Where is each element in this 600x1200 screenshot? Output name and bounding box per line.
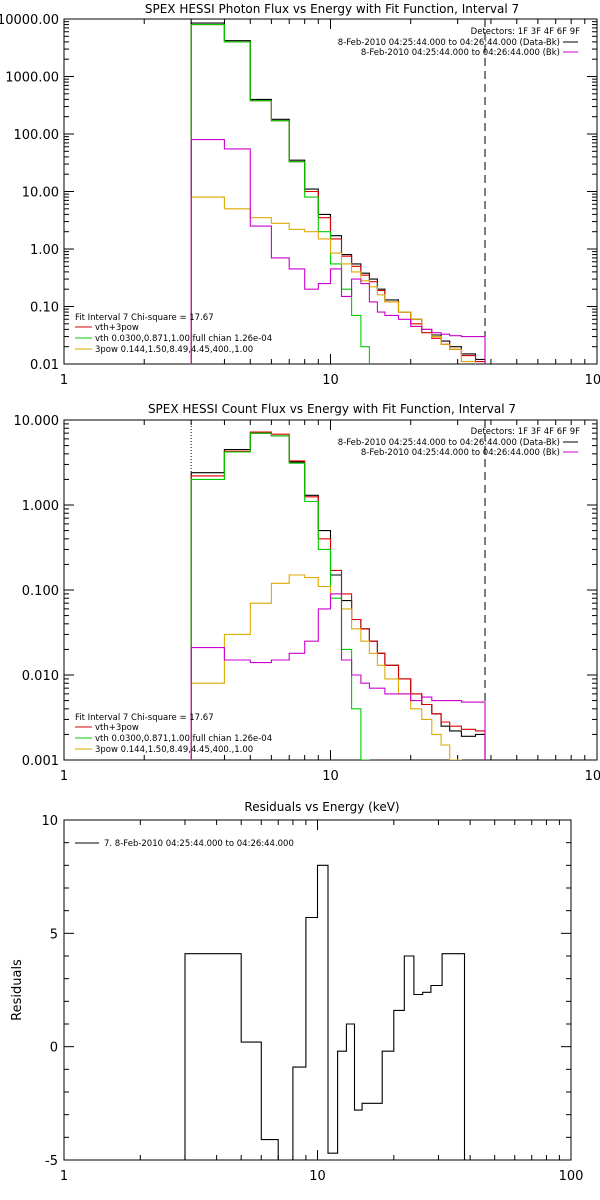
count-flux-panel: SPEX HESSI Count Flux vs Energy with Fit…: [14, 402, 600, 784]
count-flux-y-tick-label: 0.010: [22, 669, 59, 684]
count-flux-x-tick-label: 1: [60, 769, 68, 784]
count-flux-series-bk: [190, 593, 486, 760]
photon-flux-y-tick-label: 1.00: [30, 243, 59, 258]
count-flux-detectors-label: Detectors: 1F 3F 4F 6F 9F: [471, 427, 580, 437]
count-flux-ticks: 1 10 100 10.000 1.000 0.100 0.010 0.001: [14, 414, 600, 784]
photon-flux-bk-time-label: 8-Feb-2010 04:25:44.000 to 04:26:44.000 …: [361, 48, 560, 58]
photon-flux-y-tick-label: 0.01: [30, 358, 59, 373]
photon-flux-ticks: 1 10 100 10000.00 1000.00 100.00 10.00 1.00 0.10…: [0, 13, 600, 388]
count-flux-legend-total: vth+3pow: [95, 723, 139, 733]
count-flux-series-vth: [190, 432, 486, 760]
photon-flux-y-tick-label: 1000.00: [5, 71, 59, 86]
residuals-x-tick-label: 10: [309, 1169, 326, 1184]
residuals-series-data: [184, 864, 466, 1160]
residuals-panel: Residuals vs Energy (keV) 1 10 100 10 5 0 -5 R…: [10, 800, 583, 1184]
count-flux-legend-vth: vth 0.0300,0.871,1.00 full chian 1.26e-0…: [95, 734, 272, 744]
count-flux-legend-title: Fit Interval 7 Chi-square = 17.67: [75, 713, 214, 723]
photon-flux-x-tick-label: 10: [322, 373, 339, 388]
residuals-y-axis-label: Residuals: [10, 959, 25, 1021]
count-flux-y-tick-label: 0.001: [22, 754, 59, 769]
count-flux-series-pow: [190, 574, 486, 760]
residuals-y-tick-label: -5: [45, 1154, 58, 1169]
photon-flux-y-tick-label: 10000.00: [0, 13, 59, 28]
photon-flux-series-bk: [190, 139, 486, 364]
photon-flux-series-vth: [190, 24, 486, 364]
photon-flux-y-tick-label: 100.00: [14, 128, 60, 143]
photon-flux-y-tick-label: 0.10: [30, 301, 59, 316]
residuals-y-tick-label: 0: [50, 1041, 58, 1056]
photon-flux-detectors-label: Detectors: 1F 3F 4F 6F 9F: [471, 27, 580, 37]
photon-flux-series-total: [190, 24, 486, 364]
photon-flux-marks: [190, 19, 486, 364]
count-flux-data-time-label: 8-Feb-2010 04:25:44.000 to 04:26:44.000 …: [338, 438, 560, 448]
photon-flux-y-tick-label: 10.00: [22, 186, 59, 201]
photon-flux-x-tick-label: 100: [585, 373, 600, 388]
residuals-x-tick-label: 100: [559, 1169, 584, 1184]
count-flux-y-tick-label: 10.000: [14, 414, 60, 429]
count-flux-bk-time-label: 8-Feb-2010 04:25:44.000 to 04:26:44.000 …: [361, 448, 560, 458]
photon-flux-legend-vth: vth 0.0300,0.871,1.00 full chian 1.26e-0…: [95, 334, 272, 344]
count-flux-y-tick-label: 1.000: [22, 499, 59, 514]
residuals-y-tick-label: 10: [41, 814, 58, 829]
photon-flux-panel: SPEX HESSI Photon Flux vs Energy with Fi…: [0, 2, 600, 388]
residuals-x-tick-label: 1: [60, 1169, 68, 1184]
photon-flux-legend-pow: 3pow 0.144,1.50,8.49,4.45,400.,1.00: [95, 345, 253, 355]
photon-flux-legend-title: Fit Interval 7 Chi-square = 17.67: [75, 313, 214, 323]
residuals-ticks: 1 10 100 10 5 0 -5: [41, 814, 583, 1184]
photon-flux-title: SPEX HESSI Photon Flux vs Energy with Fi…: [145, 2, 519, 16]
count-flux-legend-pow: 3pow 0.144,1.50,8.49,4.45,400.,1.00: [95, 745, 253, 755]
residuals-legend-label: 7. 8-Feb-2010 04:25:44.000 to 04:26:44.0…: [104, 839, 294, 849]
photon-flux-legend-total: vth+3pow: [95, 323, 139, 333]
count-flux-y-tick-label: 0.100: [22, 584, 59, 599]
photon-flux-series-data: [190, 22, 486, 364]
count-flux-series-data: [190, 432, 486, 760]
residuals-title: Residuals vs Energy (keV): [244, 800, 399, 814]
residuals-y-tick-label: 5: [50, 927, 58, 942]
count-flux-title: SPEX HESSI Count Flux vs Energy with Fit…: [148, 402, 516, 416]
residuals-marks: [184, 864, 466, 1160]
count-flux-marks: [190, 420, 486, 760]
count-flux-x-tick-label: 10: [322, 769, 339, 784]
count-flux-series-total: [190, 431, 486, 760]
photon-flux-x-tick-label: 1: [60, 373, 68, 388]
photon-flux-data-time-label: 8-Feb-2010 04:25:44.000 to 04:26:44.000 …: [338, 38, 560, 48]
count-flux-x-tick-label: 100: [585, 769, 600, 784]
